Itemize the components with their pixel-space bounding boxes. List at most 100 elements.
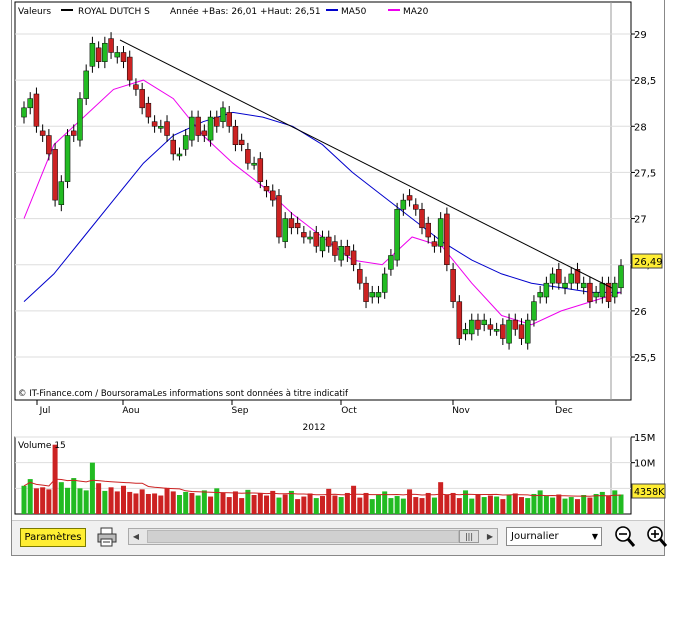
candle-body [574,269,581,284]
volume-y-tick-label: 10M [634,459,655,470]
volume-bar [58,482,64,514]
volume-bar [338,497,344,514]
scroll-right-arrow[interactable]: ▶ [483,529,497,544]
volume-bar [214,488,220,514]
volume-bar [108,487,114,514]
volume-bar [102,490,108,514]
legend-valeurs: Valeurs [18,7,51,17]
candle-body [605,282,612,302]
volume-bar [487,495,493,514]
candle-body [77,98,83,141]
volume-bar [357,497,363,514]
volume-bar [574,499,580,514]
volume-bar [176,495,182,514]
candle-body [506,319,512,344]
candle-body [369,292,375,298]
volume-bar [170,491,176,514]
candle-body [133,84,139,90]
x-tick-label: Aou [122,406,139,416]
candle-body [58,181,65,205]
time-scrollbar[interactable]: ◀ ||| ▶ [128,528,498,545]
volume-bar [276,497,282,514]
volume-bar [537,490,543,514]
zoom-out-icon[interactable] [614,525,636,549]
volume-bar [27,479,33,514]
volume-bar [419,498,425,514]
legend-ma20-swatch [388,9,400,11]
candle-body [518,324,525,339]
candle-body [363,282,369,302]
scroll-thumb-grip[interactable]: ||| [459,530,479,543]
zoom-in-icon[interactable] [646,525,668,549]
candle-body [33,93,40,127]
volume-bar [83,490,89,514]
scroll-track[interactable] [147,530,459,543]
volume-title: Volume 15 [18,441,66,451]
volume-bar [456,498,462,514]
candle-body [276,195,282,238]
printer-icon[interactable] [96,527,118,547]
candle-body [469,319,475,335]
candle-body [83,70,89,99]
volume-bar [431,497,437,514]
volume-bar [133,493,139,514]
candle-body [593,292,599,298]
volume-bar [65,487,71,514]
parametres-button[interactable]: Paramètres [20,528,86,547]
scroll-left-arrow[interactable]: ◀ [129,529,143,544]
legend-series-swatch [61,9,73,11]
candle-body [126,56,133,81]
volume-bar [245,489,251,514]
candle-body [226,112,232,127]
candle-body [195,116,201,136]
volume-bar [606,496,612,514]
candle-body [325,236,332,247]
candle-body [406,195,413,201]
candle-body [500,324,506,339]
volume-bar [295,499,301,514]
candle-body [145,102,152,118]
volume-bar [232,491,238,514]
volume-bar [21,485,27,514]
candle-body [531,301,537,321]
volume-bar [612,490,618,514]
candle-body [245,149,251,164]
candle-body [562,282,568,289]
candle-body [46,135,52,155]
volume-bar [599,491,605,514]
volume-bar [512,493,518,514]
time-x-axis: Jul Aou Sep Oct Nov Dec 2012 [36,400,573,433]
candle-body [612,282,618,298]
volume-bar [618,494,624,514]
candle-body [462,329,469,335]
volume-bar [568,497,574,514]
volume-bar [145,493,151,514]
candle-body [307,236,313,240]
candle-body [332,241,338,256]
volume-bar [593,493,599,514]
volume-bar [344,492,350,514]
ma20-line [23,79,622,326]
candle-body [425,222,431,238]
volume-bar [481,497,487,514]
candle-body [599,282,606,298]
candle-body [176,153,183,157]
volume-bar [438,482,444,514]
period-select[interactable]: Journalier ▼ [506,527,602,546]
candle-body [357,269,363,284]
volume-bar [313,498,319,514]
volume-bar [121,485,126,514]
volume-bar [332,495,338,514]
volume-bar [556,494,562,514]
candle-body [413,204,419,210]
candle-body [344,246,351,256]
candle-body [301,232,307,238]
x-tick-label: Nov [452,406,470,416]
x-tick-label: Sep [232,406,249,416]
y-tick-label: 28,5 [634,76,656,87]
volume-average-line [23,478,622,497]
volume-bar [270,490,276,514]
candle-body [220,107,226,122]
candle-body [556,269,562,284]
candle-body [568,273,574,284]
